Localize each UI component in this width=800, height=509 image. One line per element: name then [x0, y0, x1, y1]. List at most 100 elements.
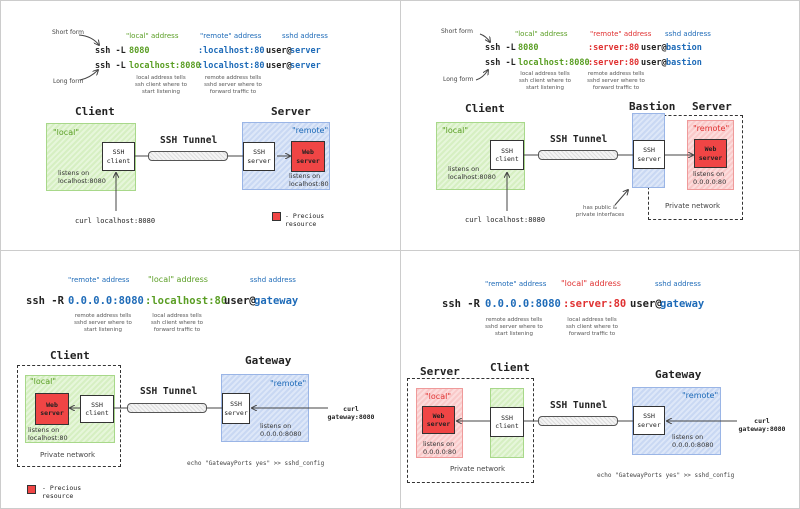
cmd-local: :server:80 [563, 298, 627, 310]
cmd-user: user@ [641, 43, 667, 53]
remote-address-header: "remote" address [68, 276, 130, 284]
tunnel-label: SSH Tunnel [550, 400, 608, 411]
cmd-local: localhost:8080 [129, 61, 201, 71]
gateway-title: Gateway [655, 368, 702, 381]
listen-note: listens on 0.0.0.0:8080 [672, 433, 714, 449]
cmd-user: user@ [224, 295, 256, 307]
arrow [479, 33, 490, 42]
server-title: Server [420, 365, 460, 378]
divider [0, 250, 800, 251]
precious-resource-swatch [272, 212, 281, 221]
cmd-ssh: ssh -L [485, 58, 516, 68]
ssh-tunnel [148, 151, 228, 161]
cmd-remote: 0.0.0.0:8080 [68, 295, 144, 307]
local-tag: "local" [442, 126, 468, 135]
arrow [79, 70, 98, 81]
cmd-remote: :server:80 [588, 58, 640, 68]
tunnel-label: SSH Tunnel [140, 386, 198, 397]
listen-note: listens on 0.0.0.0:80 [693, 170, 727, 186]
arrow [475, 70, 488, 81]
cmd-host: bastion [666, 43, 702, 53]
remote-address-note: remote address tells sshd server where t… [204, 75, 262, 95]
listen-note: listens on localhost:80 [289, 172, 329, 188]
ssh-client-box: SSH client [80, 395, 114, 423]
precious-resource-swatch [27, 485, 36, 494]
web-server-box: Web server [291, 141, 325, 172]
listen-note: listens on localhost:8080 [58, 169, 106, 185]
curl-command: curl gateway:8080 [738, 417, 786, 434]
remote-address-header: "remote" address [590, 30, 652, 38]
legend-label: - Precious resource [42, 484, 82, 501]
remote-tag: "remote" [693, 124, 730, 133]
local-address-header: "local" address [515, 30, 568, 38]
ssh-tunnel [538, 416, 618, 426]
cmd-remote: :localhost:80 [198, 61, 265, 71]
divider [0, 0, 1, 509]
local-tag: "local" [425, 392, 451, 401]
client-title: Client [490, 361, 530, 374]
remote-tag: "remote" [682, 391, 719, 400]
legend-label: - Precious resource [285, 212, 325, 229]
local-address-note: local address tells ssh client where to … [566, 317, 618, 337]
long-form-label: Long form [53, 78, 84, 85]
cmd-user: user@ [641, 58, 667, 68]
cmd-user: user@ [266, 61, 292, 71]
cmd-host: server [290, 61, 321, 71]
tunnel-label: SSH Tunnel [550, 134, 608, 145]
server-title: Server [692, 100, 732, 113]
cmd-local: 8080 [129, 46, 150, 56]
client-title: Client [75, 105, 115, 118]
remote-address-note: remote address tells sshd server where t… [74, 313, 132, 333]
ssh-tunnel [538, 150, 618, 160]
remote-address-note: remote address tells sshd server where t… [485, 317, 543, 337]
short-form-label: Short form [52, 29, 84, 36]
cmd-local: :localhost:80 [145, 295, 228, 307]
private-network-label: Private network [665, 202, 721, 210]
ssh-tunnel [127, 403, 207, 413]
sshd-address-header: sshd address [282, 32, 328, 40]
local-address-note: local address tells ssh client where to … [519, 71, 571, 91]
remote-address-header: "remote" address [485, 280, 547, 288]
client-title: Client [465, 102, 505, 115]
remote-tag: "remote" [292, 126, 329, 135]
private-network-zone [407, 378, 534, 483]
gatewayports-command: echo "GatewayPorts yes" >> sshd_config [597, 472, 735, 479]
cmd-host: bastion [666, 58, 702, 68]
ssh-client-box: SSH client [490, 407, 524, 437]
long-form-label: Long form [443, 76, 474, 83]
server-title: Server [271, 105, 311, 118]
web-server-box: Web server [694, 139, 727, 168]
cmd-local: 8080 [518, 43, 539, 53]
curl-command: curl localhost:8080 [465, 216, 546, 224]
arrow [78, 34, 99, 45]
cmd-ssh: ssh -R [442, 298, 480, 310]
ssh-server-box: SSH server [633, 140, 665, 169]
gatewayports-command: echo "GatewayPorts yes" >> sshd_config [187, 460, 325, 467]
listen-note: listens on localhost:8080 [448, 165, 496, 181]
local-address-note: local address tells ssh client where to … [151, 313, 203, 333]
local-address-note: local address tells ssh client where to … [135, 75, 187, 95]
local-tag: "local" [30, 377, 56, 386]
cmd-remote: :localhost:80 [198, 46, 265, 56]
sshd-address-header: sshd address [250, 276, 296, 284]
tunnel-label: SSH Tunnel [160, 135, 218, 146]
remote-address-header: "remote" address [200, 32, 262, 40]
curl-command: curl localhost:8080 [75, 217, 156, 225]
web-server-box: Web server [422, 406, 455, 434]
arrow [614, 190, 628, 206]
sshd-address-header: sshd address [665, 30, 711, 38]
web-server-box: Web server [35, 393, 69, 425]
listen-note: listens on localhost:80 [28, 426, 68, 442]
listen-note: listens on 0.0.0.0:8080 [260, 422, 302, 438]
curl-command: curl gateway:8080 [327, 405, 375, 422]
remote-address-note: remote address tells sshd server where t… [587, 71, 645, 91]
client-title: Client [50, 349, 90, 362]
cmd-ssh: ssh -L [95, 61, 126, 71]
gateway-title: Gateway [245, 354, 292, 367]
local-address-header: "local" address [561, 279, 621, 288]
cmd-local: localhost:8080 [518, 58, 590, 68]
local-address-header: "local" address [126, 32, 179, 40]
private-network-label: Private network [450, 465, 506, 473]
